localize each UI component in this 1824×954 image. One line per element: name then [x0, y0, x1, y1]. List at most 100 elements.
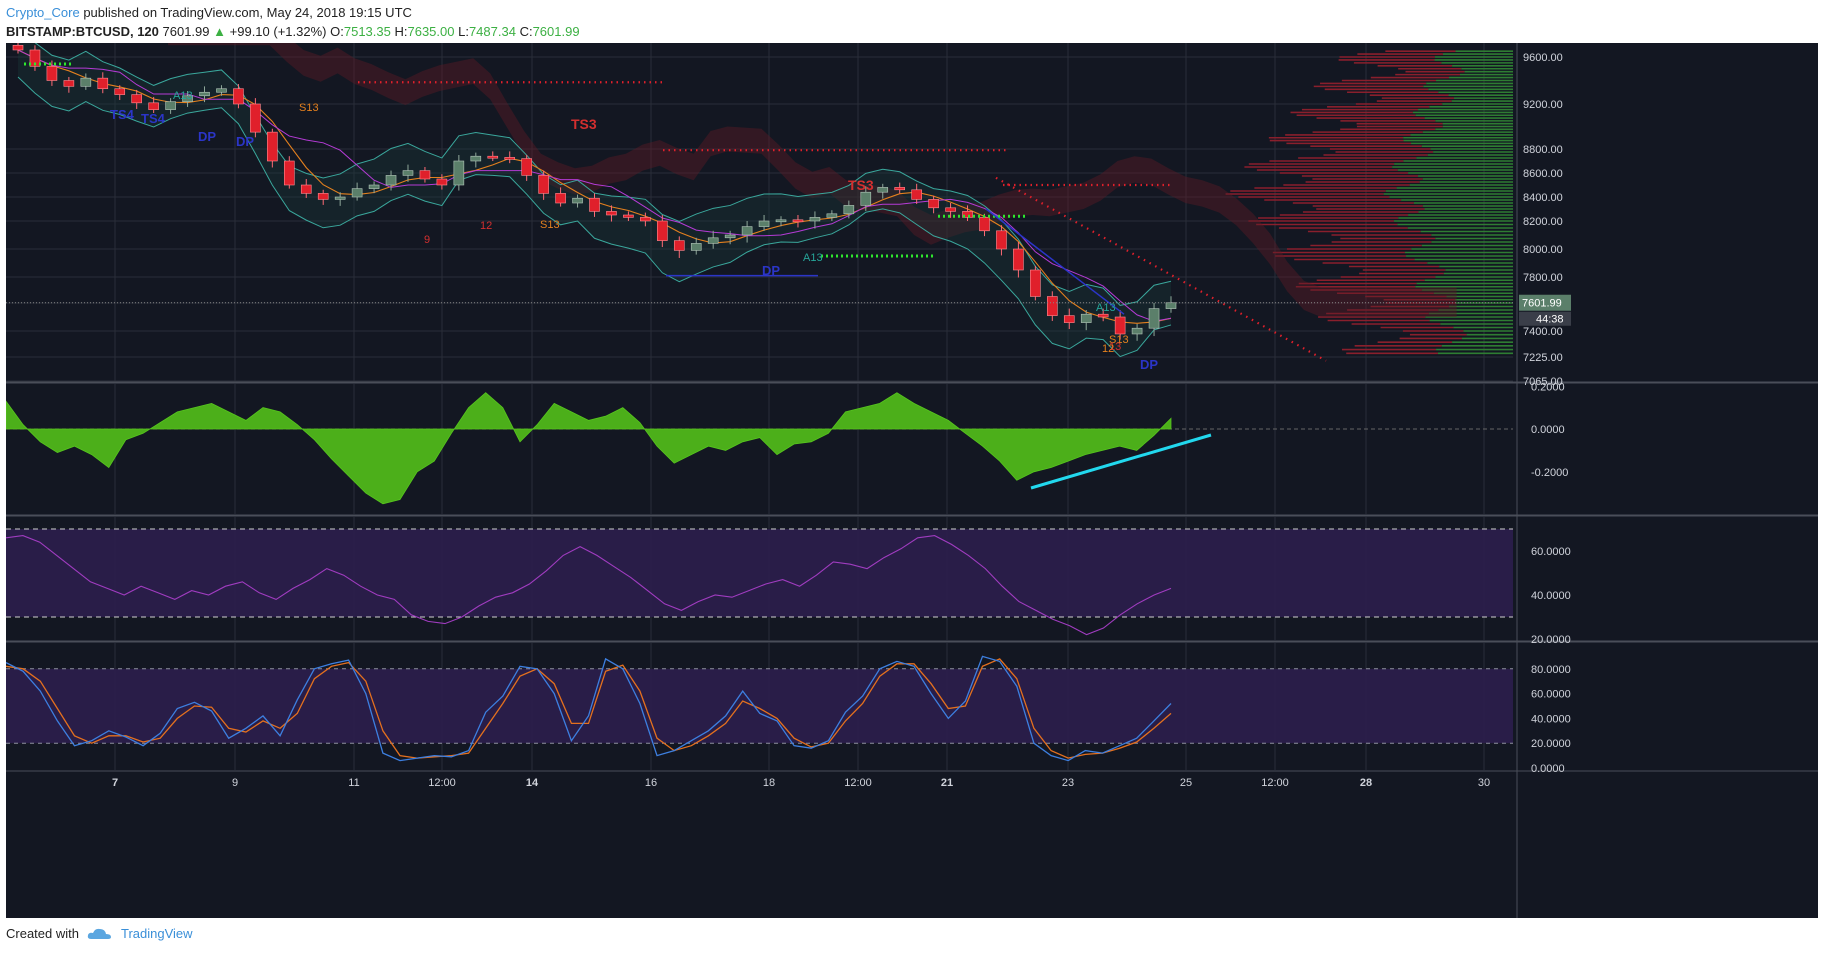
- rsi-line: [6, 535, 1172, 636]
- stochastic-band: [6, 668, 1513, 744]
- rsi-tick-label: 20.0000: [1531, 634, 1571, 646]
- candle-bull: [826, 213, 838, 218]
- candle-bear: [1013, 248, 1024, 271]
- ichimoku-cloud: [168, 43, 1457, 317]
- high-value: 7635.00: [407, 24, 455, 39]
- candle-bull: [165, 101, 176, 110]
- candle-bear: [131, 94, 142, 104]
- created-with-label: Created with: [6, 926, 79, 941]
- candle-bear: [97, 77, 109, 90]
- candle-bear: [962, 211, 973, 218]
- candle-bear: [250, 103, 261, 133]
- stochastic-d-line: [6, 658, 1172, 759]
- author-link[interactable]: Crypto_Core: [6, 5, 80, 20]
- candle-bear: [233, 88, 244, 105]
- candle-bear: [283, 160, 295, 186]
- oscillator-tick-label: 0.2000: [1531, 381, 1565, 393]
- price-tick-label: 9200.00: [1523, 99, 1563, 111]
- time-tick-label: 12:00: [1261, 777, 1289, 789]
- time-tick-label: 7: [112, 777, 118, 789]
- candle-bull: [470, 155, 482, 162]
- stochastic-tick-label: 20.0000: [1531, 738, 1571, 750]
- candle-bear: [29, 49, 41, 67]
- study-annotation-label: A13: [803, 252, 823, 264]
- chart-area[interactable]: 9600.00 9200.00 8800.00 8600.00 8400.00 8200.…: [6, 43, 1818, 918]
- low-label: L:: [458, 24, 469, 39]
- candle-bear: [504, 157, 516, 160]
- last-price-tag: [1519, 294, 1571, 311]
- candle-bear: [114, 88, 126, 95]
- time-tick-label: 12:00: [844, 777, 872, 789]
- candle-bear: [657, 220, 668, 241]
- candle-bull: [80, 77, 92, 87]
- publish-info: published on TradingView.com, May 24, 20…: [83, 5, 412, 20]
- candle-bear: [1097, 313, 1109, 318]
- countdown-label: 44:38: [1536, 314, 1564, 326]
- candle-bear: [555, 193, 566, 204]
- candle-bear: [300, 184, 312, 194]
- time-tick-label: 28: [1360, 777, 1372, 789]
- stochastic-tick-label: 60.0000: [1531, 689, 1571, 701]
- study-annotation-label: A13: [173, 90, 193, 102]
- candle-bear: [996, 230, 1007, 250]
- candle-bear: [673, 240, 685, 251]
- candle-bear: [589, 197, 600, 212]
- price-tick-label: 7225.00: [1523, 352, 1563, 364]
- rsi-band: [6, 529, 1513, 617]
- close-value: 7601.99: [532, 24, 580, 39]
- time-tick-label: 21: [941, 777, 953, 789]
- candle-bear: [623, 214, 634, 218]
- study-annotation-label: 13: [1109, 341, 1121, 353]
- ohlc-line: BITSTAMP:BTCUSD, 120 7601.99 ▲ +99.10 (+…: [6, 22, 580, 41]
- candle-bull: [1165, 302, 1177, 309]
- candle-bear: [911, 189, 922, 200]
- candle-bear: [317, 193, 329, 200]
- price-tick-label: 7800.00: [1523, 272, 1563, 284]
- up-arrow-icon: ▲: [213, 24, 227, 39]
- candle-bear: [267, 131, 278, 162]
- study-annotation-label: TS4: [141, 111, 166, 126]
- stochastic-tick-label: 80.0000: [1531, 664, 1571, 676]
- candle-bull: [334, 196, 346, 200]
- candle-bull: [741, 226, 753, 236]
- study-annotation-label: TS4: [110, 107, 135, 122]
- candle-bull: [1148, 308, 1160, 329]
- candle-bull: [199, 91, 210, 97]
- price-tick-label: 7065.00: [1523, 376, 1563, 388]
- candle-bear: [792, 219, 804, 223]
- candle-bull: [216, 88, 227, 93]
- bollinger-upper: [34, 43, 1172, 306]
- study-annotation-label: S13: [299, 102, 319, 114]
- candle-bull: [724, 234, 736, 239]
- candle-bull: [351, 188, 363, 198]
- tradingview-brand-link[interactable]: TradingView: [120, 926, 193, 941]
- study-annotation-label: S13: [540, 219, 560, 231]
- candle-bull: [385, 175, 397, 186]
- oscillator-tick-label: 0.0000: [1531, 424, 1565, 436]
- time-tick-label: 14: [526, 777, 539, 789]
- high-label: H:: [394, 24, 408, 39]
- price-tick-label: 8600.00: [1523, 168, 1563, 180]
- candle-bear: [945, 207, 956, 212]
- kijun-line: [17, 49, 1172, 322]
- candle-bull: [1080, 313, 1092, 323]
- candle-bear: [928, 199, 939, 209]
- chart-header: Crypto_Core published on TradingView.com…: [6, 3, 580, 43]
- chart-svg[interactable]: 9600.00 9200.00 8800.00 8600.00 8400.00 8200.…: [6, 43, 1818, 918]
- candle-bull: [775, 219, 787, 223]
- symbol-label: BITSTAMP:BTCUSD, 120: [6, 24, 159, 39]
- price-tick-label: 8800.00: [1523, 144, 1563, 156]
- study-annotation-label: 12: [1102, 343, 1114, 355]
- candle-bear: [1047, 296, 1058, 316]
- study-annotation-label: DP: [198, 129, 216, 144]
- candle-bear: [640, 217, 651, 222]
- oscillator-tick-label: -0.2000: [1531, 467, 1568, 479]
- candle-bull: [402, 170, 414, 176]
- study-annotation-label: A13: [1096, 302, 1116, 314]
- countdown-tag: [1519, 311, 1571, 326]
- last-price-tag-label: 7601.99: [1522, 298, 1562, 310]
- blue-trend-line: [985, 208, 1125, 315]
- time-tick-label: 25: [1180, 777, 1192, 789]
- time-tick-label: 30: [1478, 777, 1490, 789]
- candle-bear: [148, 102, 159, 110]
